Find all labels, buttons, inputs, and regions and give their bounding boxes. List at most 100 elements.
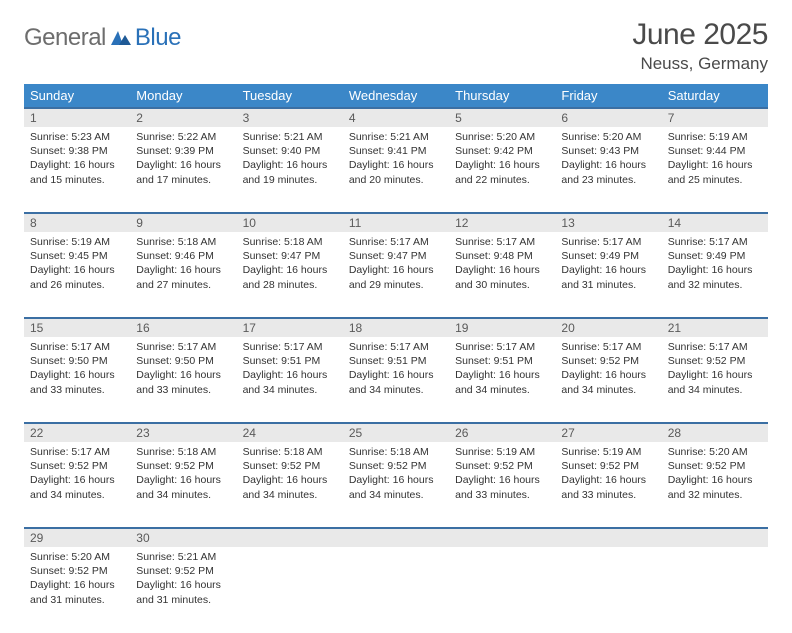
day-cell: Sunrise: 5:19 AMSunset: 9:52 PMDaylight:… [449,442,555,528]
day1-text: Daylight: 16 hours [243,473,337,487]
day1-text: Daylight: 16 hours [243,158,337,172]
day1-text: Daylight: 16 hours [30,158,124,172]
day1-text: Daylight: 16 hours [561,263,655,277]
day2-text: and 32 minutes. [668,488,762,502]
day-body-row: Sunrise: 5:20 AMSunset: 9:52 PMDaylight:… [24,547,768,633]
day-cell: Sunrise: 5:17 AMSunset: 9:51 PMDaylight:… [449,337,555,423]
sunrise-text: Sunrise: 5:18 AM [243,235,337,249]
day1-text: Daylight: 16 hours [349,263,443,277]
day-number-cell: 6 [555,108,661,127]
day2-text: and 34 minutes. [349,383,443,397]
day-cell: Sunrise: 5:19 AMSunset: 9:52 PMDaylight:… [555,442,661,528]
sunset-text: Sunset: 9:52 PM [349,459,443,473]
day-number-cell: 12 [449,213,555,232]
sunrise-text: Sunrise: 5:17 AM [243,340,337,354]
day-number-cell: 20 [555,318,661,337]
day1-text: Daylight: 16 hours [30,263,124,277]
sunset-text: Sunset: 9:47 PM [349,249,443,263]
sunrise-text: Sunrise: 5:17 AM [668,235,762,249]
weekday-header-row: Sunday Monday Tuesday Wednesday Thursday… [24,84,768,108]
sunset-text: Sunset: 9:41 PM [349,144,443,158]
sunrise-text: Sunrise: 5:19 AM [668,130,762,144]
sunrise-text: Sunrise: 5:17 AM [30,340,124,354]
day-number-cell: 22 [24,423,130,442]
day-cell: Sunrise: 5:20 AMSunset: 9:42 PMDaylight:… [449,127,555,213]
sunset-text: Sunset: 9:52 PM [561,354,655,368]
weekday-header: Saturday [662,84,768,108]
day-cell: Sunrise: 5:17 AMSunset: 9:52 PMDaylight:… [662,337,768,423]
day2-text: and 27 minutes. [136,278,230,292]
calendar-page: General Blue June 2025 Neuss, Germany Su… [0,0,792,612]
month-title: June 2025 [632,18,768,52]
day2-text: and 34 minutes. [561,383,655,397]
day-body-row: Sunrise: 5:17 AMSunset: 9:52 PMDaylight:… [24,442,768,528]
sunrise-text: Sunrise: 5:20 AM [455,130,549,144]
sunrise-text: Sunrise: 5:21 AM [243,130,337,144]
day-cell [555,547,661,633]
sunrise-text: Sunrise: 5:21 AM [349,130,443,144]
day-cell: Sunrise: 5:19 AMSunset: 9:45 PMDaylight:… [24,232,130,318]
sunrise-text: Sunrise: 5:19 AM [561,445,655,459]
sunset-text: Sunset: 9:46 PM [136,249,230,263]
day2-text: and 31 minutes. [30,593,124,607]
day-body-row: Sunrise: 5:19 AMSunset: 9:45 PMDaylight:… [24,232,768,318]
day-cell: Sunrise: 5:20 AMSunset: 9:52 PMDaylight:… [24,547,130,633]
day-number-cell: 11 [343,213,449,232]
day2-text: and 34 minutes. [349,488,443,502]
sunrise-text: Sunrise: 5:17 AM [455,235,549,249]
calendar-table: Sunday Monday Tuesday Wednesday Thursday… [24,84,768,633]
sunrise-text: Sunrise: 5:18 AM [136,445,230,459]
sunset-text: Sunset: 9:47 PM [243,249,337,263]
day1-text: Daylight: 16 hours [668,263,762,277]
sunset-text: Sunset: 9:51 PM [455,354,549,368]
daynum-row: 1234567 [24,108,768,127]
day-body-row: Sunrise: 5:17 AMSunset: 9:50 PMDaylight:… [24,337,768,423]
sunrise-text: Sunrise: 5:17 AM [455,340,549,354]
day2-text: and 23 minutes. [561,173,655,187]
sunset-text: Sunset: 9:52 PM [136,564,230,578]
day1-text: Daylight: 16 hours [243,368,337,382]
weekday-header: Thursday [449,84,555,108]
day-number-cell: 13 [555,213,661,232]
day-number-cell: 16 [130,318,236,337]
day-number-cell: 10 [237,213,343,232]
day2-text: and 26 minutes. [30,278,124,292]
day-body-row: Sunrise: 5:23 AMSunset: 9:38 PMDaylight:… [24,127,768,213]
sunrise-text: Sunrise: 5:23 AM [30,130,124,144]
day1-text: Daylight: 16 hours [136,158,230,172]
sunrise-text: Sunrise: 5:17 AM [136,340,230,354]
sunset-text: Sunset: 9:38 PM [30,144,124,158]
page-header: General Blue June 2025 Neuss, Germany [24,18,768,74]
day1-text: Daylight: 16 hours [561,368,655,382]
brand-part2: Blue [135,24,181,52]
day1-text: Daylight: 16 hours [455,473,549,487]
day1-text: Daylight: 16 hours [668,368,762,382]
day-cell: Sunrise: 5:18 AMSunset: 9:47 PMDaylight:… [237,232,343,318]
day2-text: and 33 minutes. [30,383,124,397]
day1-text: Daylight: 16 hours [455,158,549,172]
sunrise-text: Sunrise: 5:20 AM [668,445,762,459]
day-cell: Sunrise: 5:18 AMSunset: 9:52 PMDaylight:… [130,442,236,528]
day-number-cell: 1 [24,108,130,127]
day-cell: Sunrise: 5:18 AMSunset: 9:52 PMDaylight:… [343,442,449,528]
day2-text: and 20 minutes. [349,173,443,187]
day-number-cell: 29 [24,528,130,547]
day-number-cell: 21 [662,318,768,337]
day2-text: and 33 minutes. [136,383,230,397]
day1-text: Daylight: 16 hours [455,368,549,382]
brand-logo: General Blue [24,18,181,52]
day-cell: Sunrise: 5:18 AMSunset: 9:46 PMDaylight:… [130,232,236,318]
day-number-cell: 8 [24,213,130,232]
day1-text: Daylight: 16 hours [349,158,443,172]
day-cell: Sunrise: 5:23 AMSunset: 9:38 PMDaylight:… [24,127,130,213]
day2-text: and 34 minutes. [243,488,337,502]
weekday-header: Monday [130,84,236,108]
day-number-cell: 27 [555,423,661,442]
day-cell [449,547,555,633]
day-number-cell: 7 [662,108,768,127]
sunrise-text: Sunrise: 5:17 AM [349,340,443,354]
day-number-cell [555,528,661,547]
brand-part1: General [24,24,106,52]
day2-text: and 34 minutes. [668,383,762,397]
day2-text: and 17 minutes. [136,173,230,187]
